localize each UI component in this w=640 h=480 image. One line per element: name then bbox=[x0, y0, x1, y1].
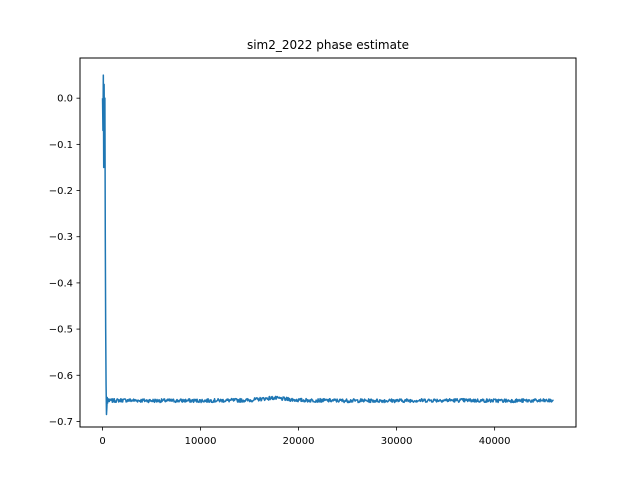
y-tick-label: −0.7 bbox=[49, 417, 73, 428]
series-line bbox=[101, 74, 554, 416]
x-tick-label: 30000 bbox=[381, 436, 413, 447]
y-tick-label: −0.6 bbox=[49, 371, 73, 382]
y-tick-label: 0.0 bbox=[57, 94, 73, 105]
x-tick-label: 20000 bbox=[283, 436, 315, 447]
y-axis: 0.0 −0.1 −0.2 −0.3 −0.4 −0.5 −0.6 −0.7 bbox=[49, 94, 80, 428]
x-tick-label: 40000 bbox=[479, 436, 511, 447]
x-tick-label: 0 bbox=[99, 436, 105, 447]
y-tick-label: −0.5 bbox=[49, 325, 73, 336]
x-axis: 0 10000 20000 30000 40000 bbox=[99, 427, 511, 447]
y-tick-label: −0.3 bbox=[49, 232, 73, 243]
y-tick-label: −0.2 bbox=[49, 186, 73, 197]
y-tick-label: −0.4 bbox=[49, 278, 73, 289]
plot-area bbox=[101, 74, 554, 416]
axes-frame bbox=[79, 57, 577, 428]
x-tick-label: 10000 bbox=[185, 436, 217, 447]
y-tick-label: −0.1 bbox=[49, 140, 73, 151]
chart-title: sim2_2022 phase estimate bbox=[247, 38, 409, 52]
